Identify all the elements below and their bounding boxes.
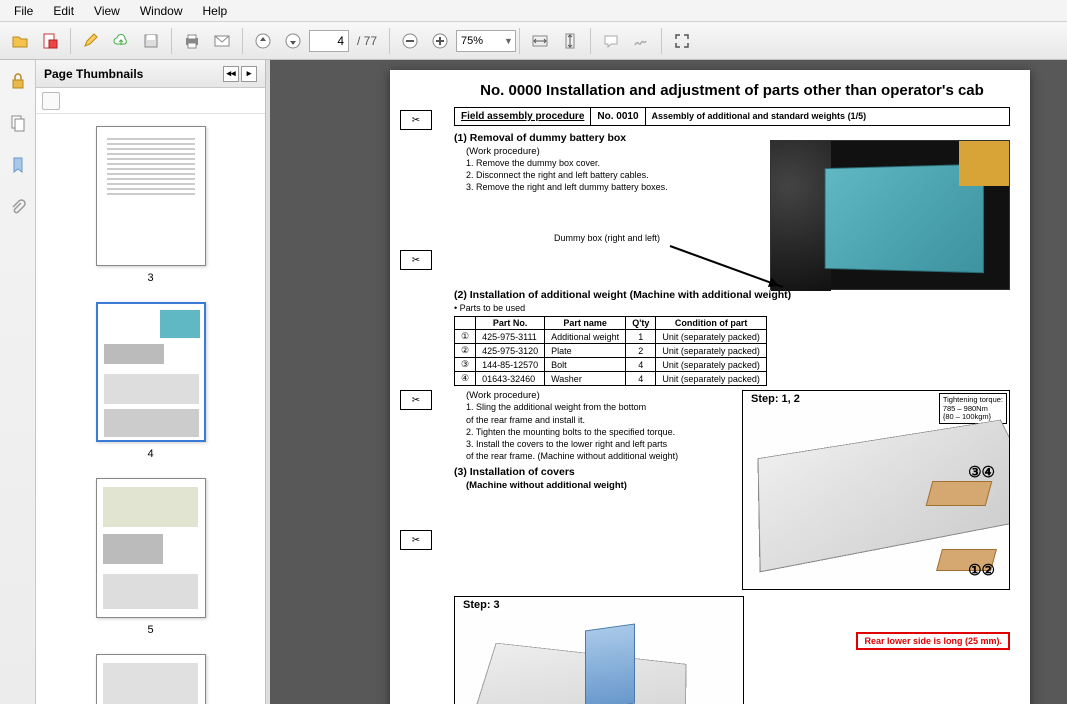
titlebar-right: Assembly of additional and standard weig… (646, 108, 1009, 125)
step-text: of the rear frame and install it. (466, 414, 734, 426)
diagram-step-label: Step: 3 (461, 599, 502, 611)
fit-width-icon[interactable] (526, 27, 554, 55)
thumbnail-item[interactable]: 6 (96, 654, 206, 704)
document-area[interactable]: No. 0000 Installation and adjustment of … (270, 60, 1067, 704)
thumbnail-item[interactable]: 3 (96, 126, 206, 284)
zoom-select[interactable] (456, 30, 516, 52)
section-2-heading: (2) Installation of additional weight (M… (454, 289, 1010, 301)
cloud-icon[interactable] (107, 27, 135, 55)
table-row: ④01643-32460Washer4Unit (separately pack… (455, 372, 767, 386)
titlebar-mid: No. 0010 (591, 108, 645, 125)
menu-window[interactable]: Window (130, 1, 193, 21)
section-3-sub: (Machine without additional weight) (466, 480, 734, 491)
doc-title: No. 0000 Installation and adjustment of … (454, 82, 1010, 99)
marker-12: ①② (968, 561, 995, 579)
step-text: 1. Sling the additional weight from the … (466, 401, 734, 413)
page-down-icon[interactable] (279, 27, 307, 55)
step-text: 2. Tighten the mounting bolts to the spe… (466, 426, 734, 438)
thumbnail-item[interactable]: 5 (96, 478, 206, 636)
page-total-label: / 77 (351, 34, 383, 48)
cut-mark-icon (400, 250, 432, 270)
pages-icon[interactable] (5, 110, 31, 136)
email-icon[interactable] (208, 27, 236, 55)
thumbnail-item[interactable]: 4 (96, 302, 206, 460)
thumbnail-header: Page Thumbnails ◂◂ ▸ (36, 60, 265, 88)
zoom-out-icon[interactable] (396, 27, 424, 55)
attachment-icon[interactable] (5, 194, 31, 220)
save-icon[interactable] (137, 27, 165, 55)
zoom-in-icon[interactable] (426, 27, 454, 55)
print-icon[interactable] (178, 27, 206, 55)
menu-view[interactable]: View (84, 1, 130, 21)
work-procedure-label: (Work procedure) (466, 390, 734, 401)
diagram-step3: Step: 3 ⑥⑧⑨ ⑦⑧⑨ Before installing these … (454, 596, 744, 704)
cut-mark-icon (400, 110, 432, 130)
menu-edit[interactable]: Edit (43, 1, 84, 21)
thumbnail-list[interactable]: 3 4 5 (36, 114, 265, 704)
table-row: ③144-85-12570Bolt4Unit (separately packe… (455, 358, 767, 372)
bookmark-icon[interactable] (5, 152, 31, 178)
toolbar: / 77 ▼ (0, 22, 1067, 60)
menu-bar: File Edit View Window Help (0, 0, 1067, 22)
menu-help[interactable]: Help (193, 1, 238, 21)
parts-table: Part No. Part name Q'ty Condition of par… (454, 316, 767, 386)
thumbnail-panel: Page Thumbnails ◂◂ ▸ 3 4 (36, 60, 266, 704)
diagram-step-label: Step: 1, 2 (749, 393, 802, 405)
titlebar-left: Field assembly procedure (455, 108, 591, 125)
cut-mark-icon (400, 390, 432, 410)
lock-icon[interactable] (5, 68, 31, 94)
thumb-options-icon[interactable] (42, 92, 60, 110)
step-text: of the rear frame. (Machine without addi… (466, 450, 734, 462)
close-panel-icon[interactable]: ▸ (241, 66, 257, 82)
nav-rail (0, 60, 36, 704)
fit-page-icon[interactable] (556, 27, 584, 55)
thumb-num: 5 (147, 624, 153, 636)
thumb-num: 3 (147, 272, 153, 284)
title-bar: Field assembly procedure No. 0010 Assemb… (454, 107, 1010, 126)
create-pdf-icon[interactable] (36, 27, 64, 55)
collapse-left-icon[interactable]: ◂◂ (223, 66, 239, 82)
cut-mark-icon (400, 530, 432, 550)
section-3-heading: (3) Installation of covers (454, 466, 734, 478)
diagram-step12: Step: 1, 2 Tightening torque: 785 – 980N… (742, 390, 1010, 590)
step-text: 3. Install the covers to the lower right… (466, 438, 734, 450)
comment-icon[interactable] (597, 27, 625, 55)
table-row: ①425-975-3111Additional weight1Unit (sep… (455, 330, 767, 344)
thumbnail-tools (36, 88, 265, 114)
sign-icon[interactable] (627, 27, 655, 55)
parts-label: • Parts to be used (454, 303, 1010, 313)
marker-34: ③④ (968, 463, 995, 481)
open-icon[interactable] (6, 27, 34, 55)
page-up-icon[interactable] (249, 27, 277, 55)
table-row: ②425-975-3120Plate2Unit (separately pack… (455, 344, 767, 358)
thumbnail-title: Page Thumbnails (44, 67, 143, 81)
fullscreen-icon[interactable] (668, 27, 696, 55)
pdf-page: No. 0000 Installation and adjustment of … (390, 70, 1030, 704)
menu-file[interactable]: File (4, 1, 43, 21)
edit-icon[interactable] (77, 27, 105, 55)
photo-dummy-box (770, 140, 1010, 290)
page-number-input[interactable] (309, 30, 349, 52)
warning-box: Rear lower side is long (25 mm). (856, 632, 1010, 650)
thumb-num: 4 (147, 448, 153, 460)
